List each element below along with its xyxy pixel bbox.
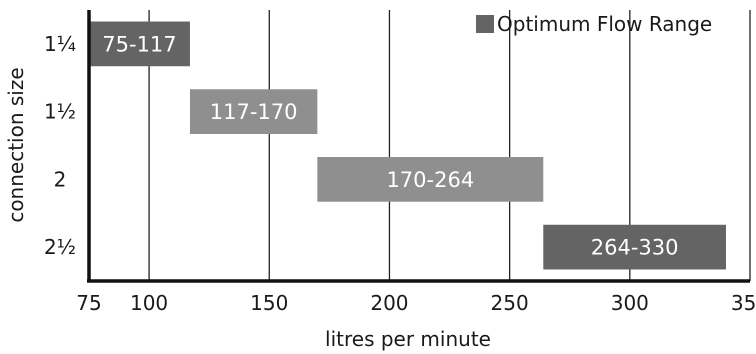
- y-tick-label: 1½: [44, 100, 76, 124]
- x-tick-labels: 75 100 150 200 250 300 350: [76, 291, 756, 315]
- y-tick-label: 1¼: [44, 32, 76, 56]
- x-tick-label: 100: [130, 291, 168, 315]
- x-tick-label: 150: [250, 291, 288, 315]
- x-axis-title: litres per minute: [325, 327, 491, 351]
- x-tick-label: 300: [611, 291, 649, 315]
- bar-value-label: 264-330: [591, 236, 679, 260]
- range-bar: [317, 157, 544, 202]
- bar-value-label: 75-117: [102, 32, 176, 56]
- bar-value-label: 117-170: [210, 100, 298, 124]
- y-tick-label: 2½: [44, 235, 76, 259]
- range-bar: [543, 224, 726, 270]
- legend-swatch: [476, 15, 494, 33]
- y-tick-labels: 1¼ 1½ 2 2½: [44, 32, 76, 259]
- legend-label: Optimum Flow Range: [497, 12, 712, 36]
- legend: Optimum Flow Range: [476, 12, 712, 36]
- x-tick-label: 200: [370, 291, 408, 315]
- range-bars: 75-117 117-170 170-264 264-330: [89, 21, 726, 270]
- range-bar: [89, 21, 190, 67]
- axes: [87, 10, 750, 283]
- y-axis-title: connection size: [4, 67, 28, 222]
- range-bar: [189, 89, 318, 134]
- x-tick-label: 350: [731, 291, 756, 315]
- bar-value-label: 170-264: [386, 168, 474, 192]
- x-tick-label: 75: [76, 291, 101, 315]
- y-tick-label: 2: [54, 167, 67, 191]
- x-tick-label: 250: [491, 291, 529, 315]
- vertical-gridlines: [148, 10, 751, 281]
